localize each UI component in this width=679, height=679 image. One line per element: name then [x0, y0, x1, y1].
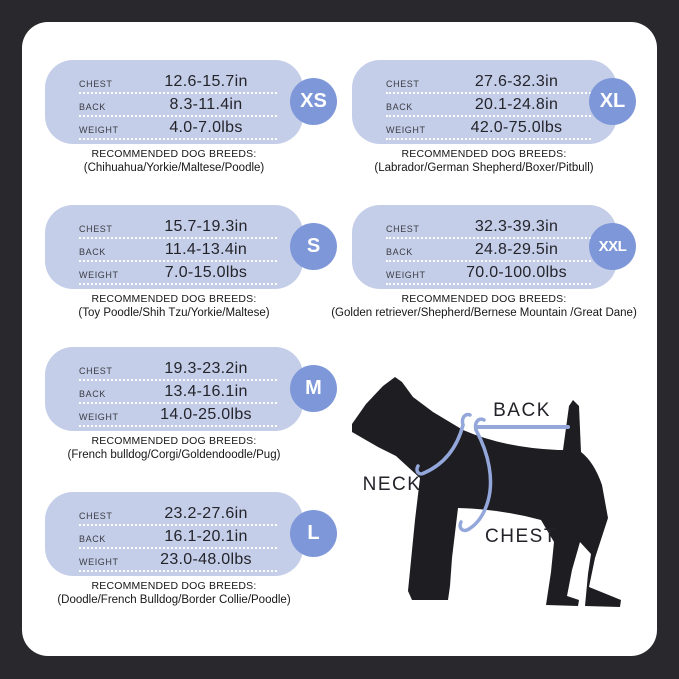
dog-measurement-diagram: BACK NECK CHEST	[340, 358, 670, 658]
chest-label: CHEST	[79, 79, 113, 89]
measure-row-back: BACK 20.1-24.8in	[386, 94, 591, 117]
measure-row-chest: CHEST 15.7-19.3in	[79, 216, 277, 239]
size-badge-l: L	[290, 510, 337, 557]
chest-value: 19.3-23.2in	[164, 360, 248, 377]
weight-label: WEIGHT	[79, 412, 119, 422]
back-value: 20.1-24.8in	[474, 96, 559, 113]
back-label: BACK	[386, 102, 413, 112]
chest-label: CHEST	[386, 224, 420, 234]
weight-label: WEIGHT	[79, 270, 119, 280]
measure-row-back: BACK 24.8-29.5in	[386, 239, 591, 262]
weight-value: 4.0-7.0lbs	[169, 119, 243, 136]
size-badge-xl: XL	[589, 78, 636, 125]
weight-label: WEIGHT	[79, 557, 119, 567]
recommended-breeds-heading: RECOMMENDED DOG BREEDS:	[401, 148, 567, 160]
measure-row-chest: CHEST 12.6-15.7in	[79, 71, 277, 94]
dog-silhouette-graphic	[352, 377, 621, 607]
recommended-breeds-heading: RECOMMENDED DOG BREEDS:	[91, 293, 257, 305]
chest-label: CHEST	[79, 511, 113, 521]
breeds-caption-m: RECOMMENDED DOG BREEDS: (French bulldog/…	[25, 435, 323, 462]
recommended-breeds-heading: RECOMMENDED DOG BREEDS:	[91, 435, 257, 447]
chest-value: 23.2-27.6in	[164, 505, 248, 522]
back-label: BACK	[79, 102, 106, 112]
chest-strap	[458, 417, 493, 533]
measure-row-weight: WEIGHT 23.0-48.0lbs	[79, 549, 277, 572]
breeds-caption-xxl: RECOMMENDED DOG BREEDS: (Golden retrieve…	[330, 293, 638, 320]
size-card-m: CHEST 19.3-23.2in BACK 13.4-16.1in WEIGH…	[45, 347, 337, 431]
size-card-xl: CHEST 27.6-32.3in BACK 20.1-24.8in WEIGH…	[352, 60, 636, 144]
recommended-breeds-heading: RECOMMENDED DOG BREEDS:	[91, 580, 257, 592]
size-card-s: CHEST 15.7-19.3in BACK 11.4-13.4in WEIGH…	[45, 205, 337, 289]
neck-strap	[415, 412, 472, 476]
breeds-list: (Labrador/German Shepherd/Boxer/Pitbull)	[374, 161, 594, 174]
chest-label: CHEST	[386, 79, 420, 89]
size-badge-m: M	[290, 365, 337, 412]
measure-row-chest: CHEST 23.2-27.6in	[79, 503, 277, 526]
measure-row-back: BACK 16.1-20.1in	[79, 526, 277, 549]
back-label: BACK	[79, 534, 106, 544]
measure-row-chest: CHEST 32.3-39.3in	[386, 216, 591, 239]
breeds-list: (French bulldog/Corgi/Goldendoodle/Pug)	[67, 448, 281, 461]
measure-row-weight: WEIGHT 42.0-75.0lbs	[386, 117, 591, 140]
measure-row-weight: WEIGHT 14.0-25.0lbs	[79, 404, 277, 427]
breeds-list: (Golden retriever/Shepherd/Bernese Mount…	[331, 306, 637, 319]
measure-row-chest: CHEST 19.3-23.2in	[79, 358, 277, 381]
measure-row-chest: CHEST 27.6-32.3in	[386, 71, 591, 94]
size-badge-xxl: XXL	[589, 223, 636, 270]
recommended-breeds-heading: RECOMMENDED DOG BREEDS:	[91, 148, 257, 160]
breeds-list: (Toy Poodle/Shih Tzu/Yorkie/Maltese)	[78, 306, 270, 319]
breeds-caption-xs: RECOMMENDED DOG BREEDS: (Chihuahua/Yorki…	[25, 148, 323, 175]
size-card-xxl: CHEST 32.3-39.3in BACK 24.8-29.5in WEIGH…	[352, 205, 636, 289]
weight-value: 14.0-25.0lbs	[160, 406, 252, 423]
weight-value: 7.0-15.0lbs	[164, 264, 248, 281]
recommended-breeds-heading: RECOMMENDED DOG BREEDS:	[401, 293, 567, 305]
back-value: 24.8-29.5in	[474, 241, 559, 258]
breeds-list: (Chihuahua/Yorkie/Maltese/Poodle)	[83, 161, 265, 174]
chest-label: CHEST	[79, 366, 113, 376]
back-label: BACK	[79, 247, 106, 257]
back-value: 8.3-11.4in	[169, 96, 243, 113]
chest-value: 27.6-32.3in	[474, 73, 559, 90]
weight-value: 70.0-100.0lbs	[466, 264, 567, 281]
dog-silhouette	[352, 377, 621, 607]
breeds-list: (Doodle/French Bulldog/Border Collie/Poo…	[57, 593, 291, 606]
chest-label: CHEST	[79, 224, 113, 234]
weight-label: WEIGHT	[79, 125, 119, 135]
weight-label: WEIGHT	[386, 125, 426, 135]
back-label: BACK	[386, 247, 413, 257]
size-badge-xs: XS	[290, 78, 337, 125]
breeds-caption-s: RECOMMENDED DOG BREEDS: (Toy Poodle/Shih…	[25, 293, 323, 320]
size-card-xs: CHEST 12.6-15.7in BACK 8.3-11.4in WEIGHT…	[45, 60, 337, 144]
back-label: BACK	[79, 389, 106, 399]
breeds-caption-l: RECOMMENDED DOG BREEDS: (Doodle/French B…	[25, 580, 323, 607]
measure-row-back: BACK 13.4-16.1in	[79, 381, 277, 404]
measure-row-weight: WEIGHT 4.0-7.0lbs	[79, 117, 277, 140]
chest-value: 15.7-19.3in	[164, 218, 248, 235]
weight-value: 42.0-75.0lbs	[470, 119, 563, 136]
measure-row-weight: WEIGHT 7.0-15.0lbs	[79, 262, 277, 285]
measure-row-back: BACK 11.4-13.4in	[79, 239, 277, 262]
chest-diagram-label: CHEST	[485, 526, 557, 547]
size-card-l: CHEST 23.2-27.6in BACK 16.1-20.1in WEIGH…	[45, 492, 337, 576]
chest-value: 32.3-39.3in	[474, 218, 559, 235]
back-value: 16.1-20.1in	[164, 528, 248, 545]
weight-value: 23.0-48.0lbs	[160, 551, 252, 568]
chest-value: 12.6-15.7in	[164, 73, 248, 90]
weight-label: WEIGHT	[386, 270, 426, 280]
breeds-caption-xl: RECOMMENDED DOG BREEDS: (Labrador/German…	[330, 148, 638, 175]
neck-diagram-label: NECK	[362, 474, 422, 495]
back-value: 11.4-13.4in	[164, 241, 248, 258]
back-value: 13.4-16.1in	[164, 383, 248, 400]
measure-row-weight: WEIGHT 70.0-100.0lbs	[386, 262, 591, 285]
size-badge-s: S	[290, 223, 337, 270]
back-diagram-label: BACK	[493, 400, 551, 421]
size-chart-panel: CHEST 12.6-15.7in BACK 8.3-11.4in WEIGHT…	[22, 22, 657, 656]
measure-row-back: BACK 8.3-11.4in	[79, 94, 277, 117]
